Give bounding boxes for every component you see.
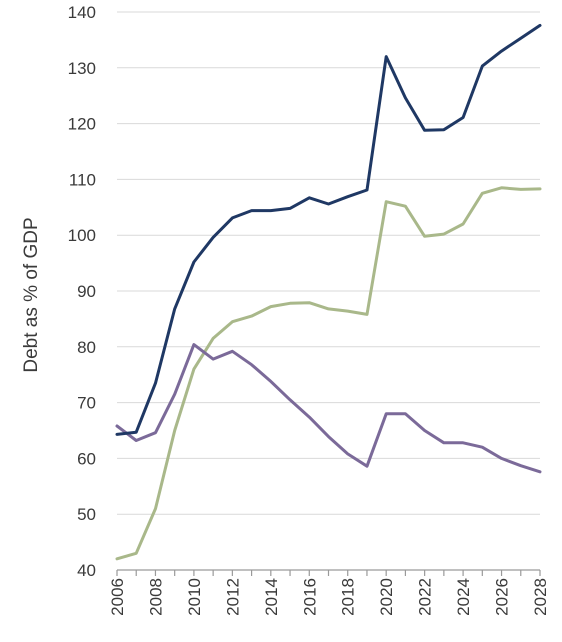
x-tick-label-2024: 2024 — [454, 578, 473, 616]
x-tick-label-2006: 2006 — [108, 578, 127, 616]
series-line-2 — [115, 343, 542, 474]
x-tick-label-2022: 2022 — [416, 578, 435, 616]
x-tick-label-2026: 2026 — [493, 578, 512, 616]
series-line-1 — [115, 186, 542, 561]
y-tick-labels: 40 50 60 70 80 90 100 110 120 130 140 — [68, 3, 96, 580]
series-lines — [115, 23, 542, 561]
y-axis-title: Debt as % of GDP — [21, 217, 42, 372]
y-tick-label-50: 50 — [77, 505, 96, 524]
x-tick-label-2008: 2008 — [146, 578, 165, 616]
y-tick-label-110: 110 — [69, 170, 96, 189]
x-tick-label-2016: 2016 — [300, 578, 319, 616]
series-line-0 — [115, 23, 542, 436]
y-tick-label-130: 130 — [68, 59, 96, 78]
x-tick-label-2014: 2014 — [262, 578, 281, 616]
x-tick-label-2010: 2010 — [185, 578, 204, 616]
y-tick-label-120: 120 — [68, 115, 96, 134]
x-tick-label-2020: 2020 — [377, 578, 396, 616]
y-tick-label-100: 100 — [68, 226, 96, 245]
gridlines — [117, 11, 540, 515]
x-tick-label-2018: 2018 — [339, 578, 358, 616]
y-tick-label-80: 80 — [77, 338, 96, 357]
x-tick-labels: 2006 2008 2010 2012 2014 2016 2018 2020 2022 2024… — [108, 578, 550, 616]
axes — [116, 569, 541, 576]
y-tick-label-40: 40 — [77, 561, 96, 580]
y-tick-label-60: 60 — [77, 449, 96, 468]
y-tick-label-90: 90 — [77, 282, 96, 301]
x-tick-label-2028: 2028 — [531, 578, 550, 616]
y-tick-label-140: 140 — [68, 3, 96, 22]
y-tick-label-70: 70 — [77, 394, 96, 413]
x-tick-label-2012: 2012 — [223, 578, 242, 616]
